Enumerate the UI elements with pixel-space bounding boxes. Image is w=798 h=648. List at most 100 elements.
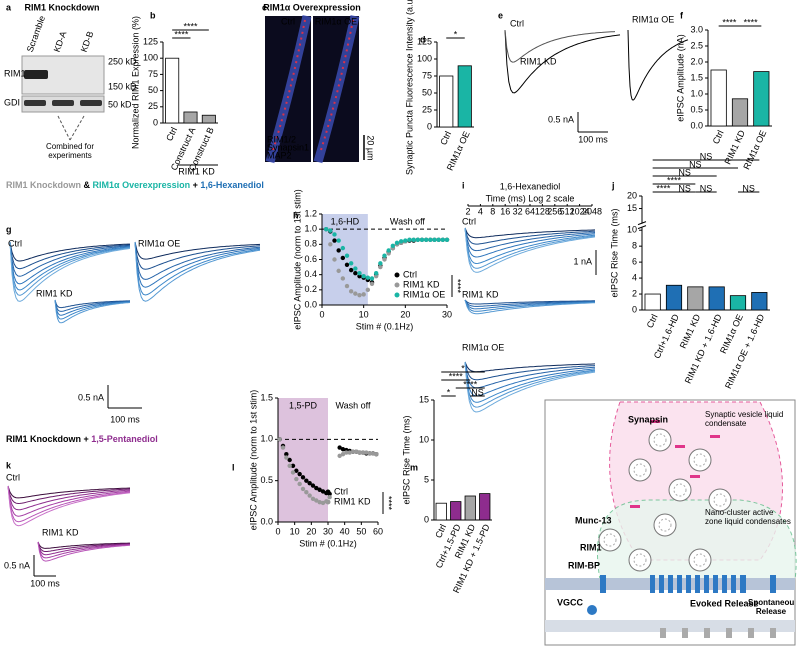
wrapped-label: Combined for experiments: [45, 142, 95, 160]
trace-label: RIM1 KD: [462, 289, 499, 299]
trace: [134, 241, 261, 280]
trace: [7, 485, 131, 511]
legend-marker: [325, 499, 331, 505]
trace: [7, 485, 131, 505]
trace: [134, 241, 261, 260]
condition-label: Ctrl: [281, 16, 295, 26]
x-tick-label: 10: [290, 526, 300, 536]
vesicle-core: [653, 433, 667, 447]
bar: [464, 495, 476, 521]
axis-break: [637, 221, 647, 226]
data-point: [357, 273, 362, 279]
panel-title: RIM1α Overexpression: [263, 2, 361, 12]
trace: [9, 241, 131, 296]
panel-letter: g: [6, 224, 12, 234]
data-point: [337, 453, 342, 459]
legend-marker: [394, 292, 400, 298]
data-point: [365, 287, 371, 293]
significance-label: ****: [453, 279, 463, 294]
trace: [464, 227, 596, 245]
data-point: [353, 266, 358, 271]
colorbar-tick-label: 64: [525, 206, 535, 216]
trace: [464, 227, 596, 273]
data-point: [336, 268, 341, 274]
y-tick-label: 4: [632, 272, 637, 282]
legend-marker: [325, 489, 331, 495]
vesicle: [653, 513, 677, 537]
y-tick-label: 125: [143, 36, 158, 46]
bar: [479, 493, 491, 521]
trace: [54, 299, 131, 316]
significance-label: NS: [689, 159, 702, 169]
trace: [464, 361, 596, 389]
lane-label: KD-A: [52, 30, 69, 54]
bar: [751, 292, 768, 311]
trace: [9, 241, 131, 302]
trace: [9, 241, 130, 262]
scale-label: 0.5 nA: [4, 560, 30, 570]
stain-label: MAP2: [267, 150, 292, 160]
data-point: [340, 452, 346, 457]
data-point: [320, 500, 326, 506]
trace: [464, 361, 596, 413]
y-axis-label: Synaptic Puncta Fluorescence Intensity (…: [404, 0, 414, 175]
panel-letter: e: [498, 10, 503, 20]
panel-letter: h: [293, 210, 299, 220]
data-point: [373, 273, 379, 279]
bar: [753, 71, 770, 127]
y-tick-label: 100: [417, 53, 432, 63]
significance-label: *: [454, 29, 458, 39]
y-tick-label: 0: [632, 304, 637, 314]
scale-label: 0.5 nA: [78, 392, 104, 402]
region-label: Wash off: [335, 400, 371, 410]
data-point: [423, 237, 429, 242]
data-point: [284, 452, 289, 457]
marker-label: 50 kD: [108, 99, 132, 109]
y-tick-label: 10: [627, 225, 637, 235]
scale-label: 100 ms: [110, 414, 140, 424]
bar: [439, 75, 454, 128]
y-tick-label: 0.6: [304, 254, 317, 264]
data-point: [314, 498, 319, 503]
data-point: [328, 242, 333, 247]
diagram-label: RIM1: [580, 542, 602, 552]
bar: [665, 284, 683, 311]
receptor: [726, 628, 732, 638]
synapsin: [710, 435, 720, 438]
note: Combined for experiments: [45, 142, 95, 160]
data-point: [336, 238, 341, 243]
data-point: [360, 450, 366, 455]
bar: [183, 111, 198, 124]
data-point: [353, 291, 358, 296]
scale-label: 0.5 nA: [548, 114, 574, 124]
y-tick-label: 2.5: [690, 40, 703, 50]
receptor: [660, 628, 666, 638]
group-label: RIM1 KD: [178, 166, 215, 176]
data-point: [336, 248, 341, 253]
trace: [54, 299, 131, 309]
data-point: [411, 237, 416, 242]
channel: [659, 575, 664, 593]
vesicle: [628, 458, 652, 482]
channel: [695, 575, 700, 593]
data-point: [378, 261, 383, 266]
data-point: [328, 228, 333, 233]
marker-label: 250 kD: [108, 56, 137, 66]
title-part: RIM1 Knockdown: [6, 180, 81, 190]
row-title: RIM1 Knockdown + 1,5-Pentanediol: [6, 434, 158, 444]
colorbar-tick-label: 128: [535, 206, 550, 216]
y-tick-label: 0: [424, 514, 429, 524]
trace-label: RIM1α OE: [138, 238, 180, 248]
y-tick-label: 1.0: [690, 88, 703, 98]
panel-letter: c: [262, 2, 267, 12]
data-point: [332, 257, 337, 262]
panel-letter: j: [611, 180, 615, 190]
trace: [464, 299, 595, 315]
y-axis-label: eIPSC Rise Time (ms): [401, 415, 411, 504]
data-point: [369, 276, 375, 281]
trace: [464, 299, 595, 307]
data-point: [290, 463, 296, 468]
trace-label: Ctrl: [6, 472, 20, 482]
data-point: [390, 243, 396, 249]
data-point: [340, 276, 346, 281]
